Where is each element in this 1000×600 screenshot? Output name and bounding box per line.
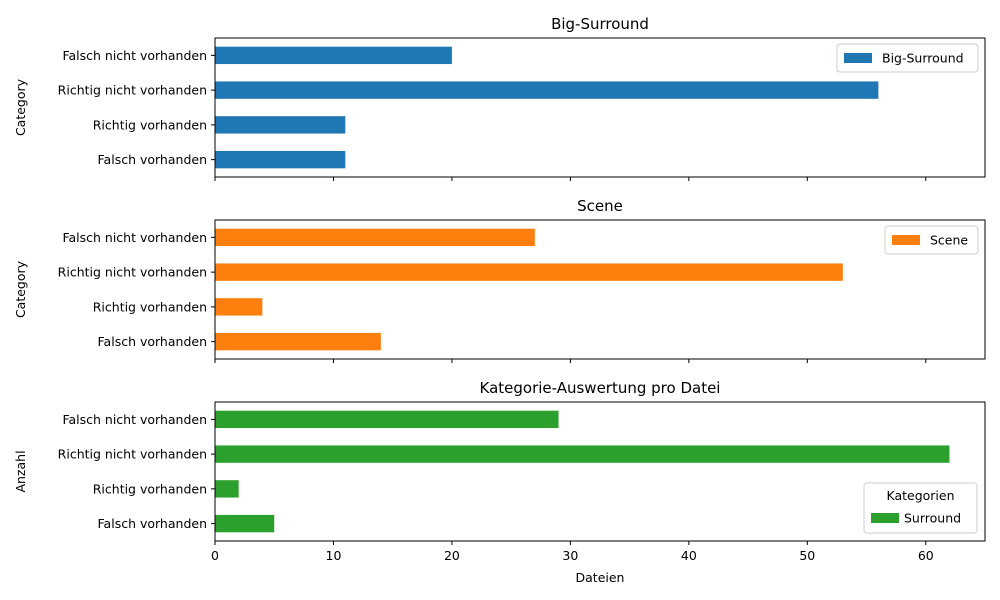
y-tick-label: Richtig nicht vorhanden bbox=[58, 447, 207, 462]
bar-falsch-nicht-vorhanden bbox=[215, 228, 535, 247]
plot-frame bbox=[214, 401, 986, 542]
bar-richtig-nicht-vorhanden bbox=[215, 81, 879, 99]
y-tick-label: Richtig vorhanden bbox=[93, 299, 207, 314]
legend-swatch bbox=[892, 235, 920, 245]
plot-frame bbox=[214, 219, 986, 360]
panel-title: Scene bbox=[577, 197, 623, 215]
y-tick-label: Falsch vorhanden bbox=[98, 516, 207, 531]
legend-box bbox=[884, 225, 979, 255]
panel-title: Kategorie-Auswertung pro Datei bbox=[480, 379, 721, 397]
chart-panel-0: Falsch vorhanden Richtig vorhanden Richtig… bbox=[13, 15, 986, 181]
x-tick-label: 20 bbox=[444, 548, 460, 563]
legend-box bbox=[836, 43, 979, 73]
x-tick-label: 30 bbox=[562, 548, 578, 563]
legend-title: Kategorien bbox=[886, 488, 954, 503]
x-tick-label: 0 bbox=[211, 548, 219, 563]
bar-richtig-vorhanden bbox=[215, 116, 346, 134]
bar-falsch-vorhanden bbox=[215, 150, 346, 169]
legend: Kategorien Surround bbox=[863, 482, 978, 534]
y-tick-label: Falsch vorhanden bbox=[98, 334, 207, 349]
y-axis-label: Category bbox=[13, 78, 28, 136]
y-tick-label: Falsch vorhanden bbox=[98, 152, 207, 167]
bar-falsch-nicht-vorhanden bbox=[215, 410, 559, 429]
bar-falsch-nicht-vorhanden bbox=[215, 46, 452, 65]
x-tick-label: 60 bbox=[918, 548, 934, 563]
y-axis-label: Anzahl bbox=[13, 450, 28, 492]
y-tick-label: Richtig nicht vorhanden bbox=[58, 265, 207, 280]
legend-label: Surround bbox=[904, 511, 961, 526]
bar-richtig-vorhanden bbox=[215, 480, 239, 498]
x-tick-label: 40 bbox=[681, 548, 697, 563]
bar-richtig-nicht-vorhanden bbox=[215, 263, 843, 281]
y-tick-label: Richtig nicht vorhanden bbox=[58, 83, 207, 98]
bar-falsch-vorhanden bbox=[215, 514, 275, 533]
bar-richtig-vorhanden bbox=[215, 298, 263, 316]
y-tick-label: Falsch nicht vorhanden bbox=[62, 412, 207, 427]
y-tick-label: Richtig vorhanden bbox=[93, 117, 207, 132]
x-axis-label: Dateien bbox=[576, 570, 625, 585]
plot-frame bbox=[214, 37, 986, 178]
x-tick-label: 10 bbox=[326, 548, 342, 563]
legend-label: Scene bbox=[930, 233, 968, 248]
chart-panel-1: Falsch vorhanden Richtig vorhanden Richtig… bbox=[13, 197, 986, 363]
y-axis-label: Category bbox=[13, 260, 28, 318]
x-tick-label: 50 bbox=[799, 548, 815, 563]
y-tick-label: Falsch nicht vorhanden bbox=[62, 48, 207, 63]
legend: Big-Surround bbox=[836, 43, 979, 73]
legend-swatch bbox=[844, 53, 872, 63]
panel-title: Big-Surround bbox=[551, 15, 649, 33]
bar-falsch-vorhanden bbox=[215, 332, 381, 351]
legend-swatch bbox=[871, 513, 899, 523]
legend-label: Big-Surround bbox=[882, 51, 964, 66]
chart-panel-2: Falsch vorhanden Richtig vorhanden Richtig… bbox=[13, 379, 986, 585]
y-tick-label: Falsch nicht vorhanden bbox=[62, 230, 207, 245]
y-tick-label: Richtig vorhanden bbox=[93, 481, 207, 496]
bar-richtig-nicht-vorhanden bbox=[215, 445, 950, 463]
legend: Scene bbox=[884, 225, 979, 255]
